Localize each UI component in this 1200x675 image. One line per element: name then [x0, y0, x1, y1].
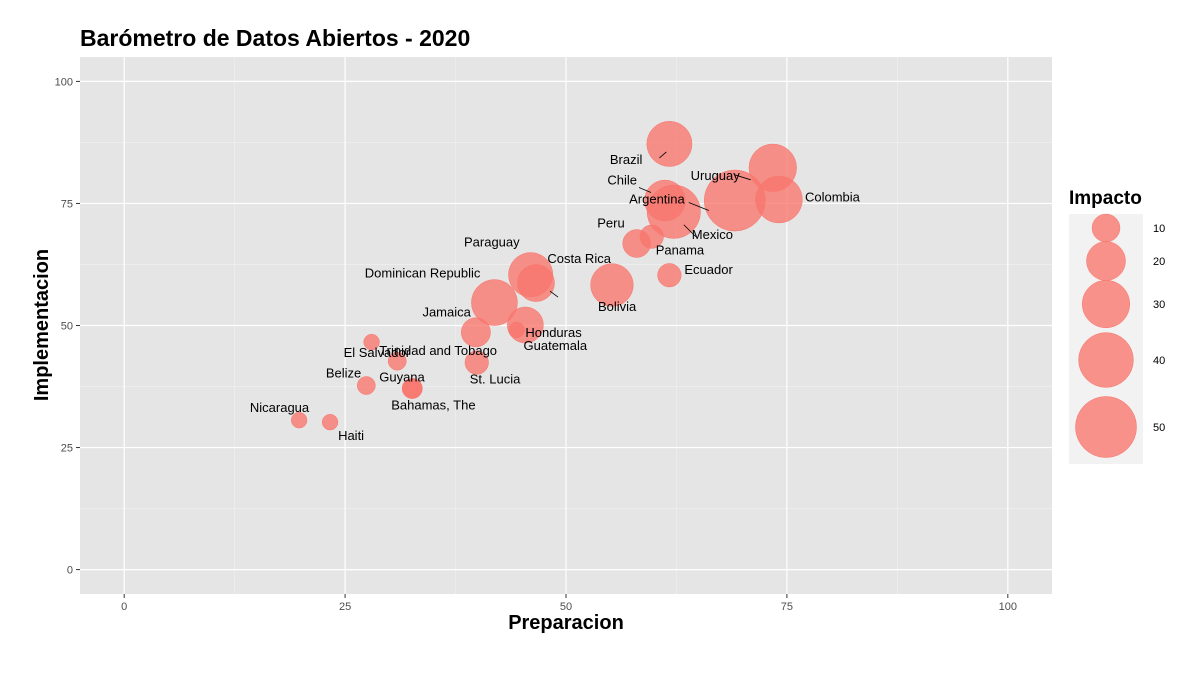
bubble-point	[646, 121, 693, 167]
point-label: Panama	[656, 243, 705, 258]
label-leader-line	[659, 151, 667, 159]
point-label: Brazil	[610, 152, 643, 167]
x-tick-label: 100	[999, 601, 1017, 613]
point-label: Paraguay	[464, 235, 520, 250]
point-label: Peru	[597, 215, 624, 230]
x-tick-label: 75	[781, 601, 793, 613]
legend-keys: 10 20 30 40 50	[1075, 213, 1165, 458]
bubble-point	[755, 175, 803, 224]
legend-key-bubble	[1075, 396, 1137, 458]
bubble-point	[387, 351, 407, 371]
legend-title: Impacto	[1069, 188, 1142, 209]
bubble-point	[363, 333, 380, 351]
point-label: Chile	[607, 173, 637, 188]
label-leader-line	[688, 202, 709, 211]
bubble-point	[401, 378, 423, 399]
bubble-point	[471, 279, 518, 326]
plot-panel: Brazil Uruguay Argentina Colombia Chile Mexic…	[80, 57, 1052, 594]
legend-key-bubble	[1078, 332, 1134, 388]
point-label: Honduras	[525, 325, 582, 340]
legend-key-label: 20	[1153, 256, 1165, 268]
label-leader-line	[683, 224, 697, 238]
point-label: Uruguay	[691, 168, 741, 183]
legend-key-label: 10	[1153, 223, 1165, 235]
point-label: Colombia	[805, 190, 861, 205]
legend-key-bubble	[1091, 213, 1121, 243]
y-axis-title: Implementacion	[31, 249, 53, 401]
point-label: Guatemala	[524, 338, 588, 353]
legend: Impacto 10 20 30 40 50	[1069, 188, 1165, 464]
label-leader-line	[734, 174, 751, 181]
point-label: Trinidad and Tobago	[379, 343, 497, 358]
point-label: Ecuador	[684, 262, 733, 277]
point-label: Jamaica	[422, 304, 471, 319]
legend-key-bubble	[1081, 279, 1131, 329]
x-axis: 0 25 50 75 100	[121, 594, 1017, 613]
bubbles	[290, 121, 803, 431]
bubble-point	[464, 350, 489, 375]
bubble-point	[321, 414, 339, 431]
point-labels: Brazil Uruguay Argentina Colombia Chile Mexic…	[250, 152, 861, 443]
label-leader-lines	[549, 151, 751, 298]
x-tick-label: 25	[339, 601, 351, 613]
chart-title: Barómetro de Datos Abiertos - 2020	[80, 25, 470, 51]
legend-key-label: 40	[1153, 355, 1165, 367]
bubble-point	[646, 184, 701, 239]
grid-major	[80, 57, 1052, 594]
bubble-point	[508, 321, 525, 339]
y-tick-label: 100	[55, 76, 73, 88]
x-tick-label: 0	[121, 601, 127, 613]
legend-key-bubble	[1086, 241, 1126, 281]
x-tick-label: 50	[560, 601, 572, 613]
y-axis: 0 25 50 75 100	[55, 76, 80, 577]
bubble-point	[590, 263, 634, 307]
point-label: Dominican Republic	[365, 266, 481, 281]
bubble-point	[657, 263, 682, 288]
bubble-point	[357, 376, 376, 395]
point-label: Belize	[326, 366, 361, 381]
point-label: Mexico	[692, 227, 733, 242]
point-label: Argentina	[629, 192, 685, 207]
point-label: Haiti	[338, 428, 364, 443]
y-tick-label: 25	[61, 443, 73, 455]
y-tick-label: 75	[61, 198, 73, 210]
point-label: Nicaragua	[250, 400, 310, 415]
x-axis-title: Preparacion	[508, 612, 624, 634]
point-label: Bahamas, The	[391, 397, 475, 412]
bubble-point	[517, 264, 555, 302]
point-label: St. Lucia	[470, 372, 521, 387]
point-label: El Salvador	[344, 345, 411, 360]
bubble-point	[639, 224, 664, 249]
label-leader-line	[638, 187, 652, 193]
y-tick-label: 0	[67, 565, 73, 577]
point-label: Guyana	[379, 369, 425, 384]
legend-key-label: 50	[1153, 422, 1165, 434]
y-tick-label: 50	[61, 321, 73, 333]
point-label: Costa Rica	[547, 251, 611, 266]
bubble-point	[290, 412, 308, 429]
legend-key-label: 30	[1153, 299, 1165, 311]
label-leader-line	[549, 290, 559, 298]
point-label: Bolivia	[598, 299, 637, 314]
bubble-point	[460, 317, 491, 348]
